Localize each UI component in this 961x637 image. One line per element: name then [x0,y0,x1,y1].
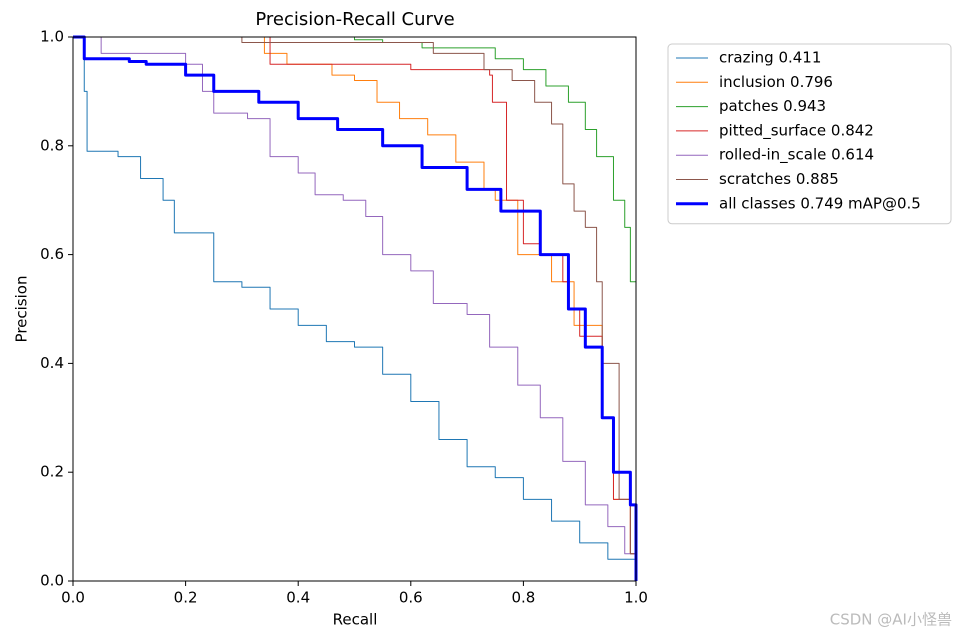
pr-curve [73,36,637,581]
legend-frame [667,43,952,225]
x-tick-label: 1.0 [624,589,648,607]
x-axis-label: Recall [333,611,378,629]
pr-curve [73,36,637,581]
y-tick-label: 0.4 [40,354,64,372]
legend-label: inclusion 0.796 [719,73,833,91]
x-tick-label: 0.0 [61,589,85,607]
x-tick-label: 0.2 [174,589,198,607]
legend-label: pitted_surface 0.842 [719,121,874,140]
x-tick-label: 0.6 [399,589,423,607]
pr-curve [73,35,638,581]
plot-frame [72,36,637,582]
y-tick-label: 1.0 [40,28,64,46]
legend: crazing 0.411 inclusion 0.796 patches 0.94… [667,43,952,225]
x-tick-label: 0.8 [511,589,535,607]
x-tick-label: 0.4 [286,589,310,607]
plot-area [73,35,638,581]
y-tick-label: 0.8 [40,136,64,154]
y-tick-label: 0.2 [40,463,64,481]
pr-curve [73,36,637,581]
watermark: CSDN @AI小怪兽 [830,611,952,629]
y-tick-label: 0.0 [40,572,64,590]
legend-label: patches 0.943 [719,97,826,115]
legend-label: scratches 0.885 [719,170,839,188]
legend-label: rolled-in_scale 0.614 [719,146,874,165]
y-axis-label: Precision [13,276,31,343]
pr-curve [73,36,637,581]
chart-title: Precision-Recall Curve [255,9,454,30]
legend-label: crazing 0.411 [719,49,821,67]
legend-label: all classes 0.749 mAP@0.5 [719,194,921,212]
y-tick-label: 0.6 [40,245,64,263]
